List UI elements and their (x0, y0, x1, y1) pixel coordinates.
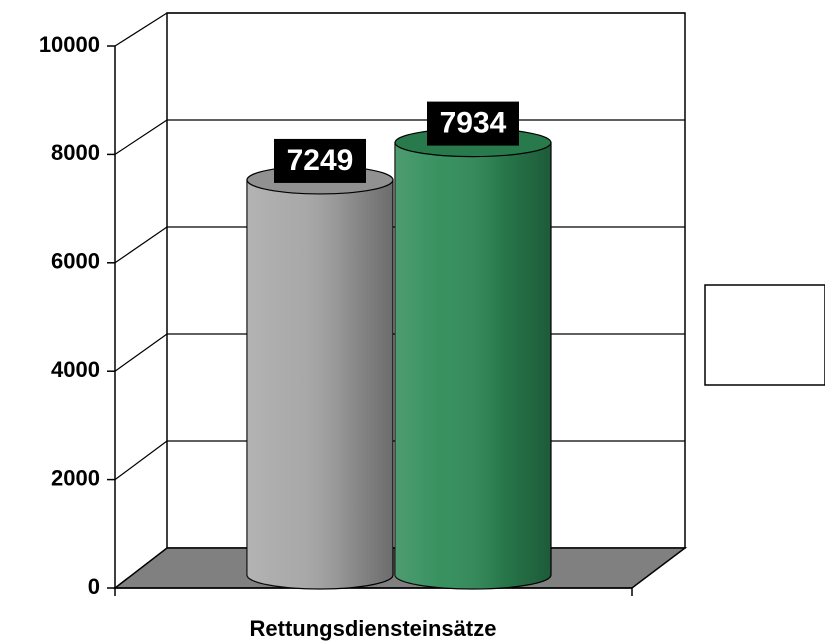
data-label: 7934 (440, 107, 507, 140)
grid-line (114, 226, 168, 264)
x-category-label: Rettungsdiensteinsätze (250, 616, 497, 641)
y-tick-label: 6000 (51, 249, 100, 274)
bar (394, 127, 552, 590)
grid-line (114, 333, 168, 372)
grid-line (114, 440, 168, 481)
data-label: 7249 (287, 144, 354, 177)
grid-line (114, 119, 168, 155)
data-label-box (274, 138, 366, 183)
y-tick-label: 10000 (39, 32, 100, 57)
bar (246, 165, 394, 590)
y-tick-label: 0 (88, 574, 100, 599)
data-label-box (427, 101, 519, 146)
y-tick-label: 4000 (51, 357, 100, 382)
y-tick-label: 2000 (51, 465, 100, 490)
y-tick-label: 8000 (51, 140, 100, 165)
legend (704, 284, 825, 386)
bar-shade (395, 142, 551, 590)
grid-line (114, 12, 168, 47)
bar-shade (247, 179, 393, 589)
